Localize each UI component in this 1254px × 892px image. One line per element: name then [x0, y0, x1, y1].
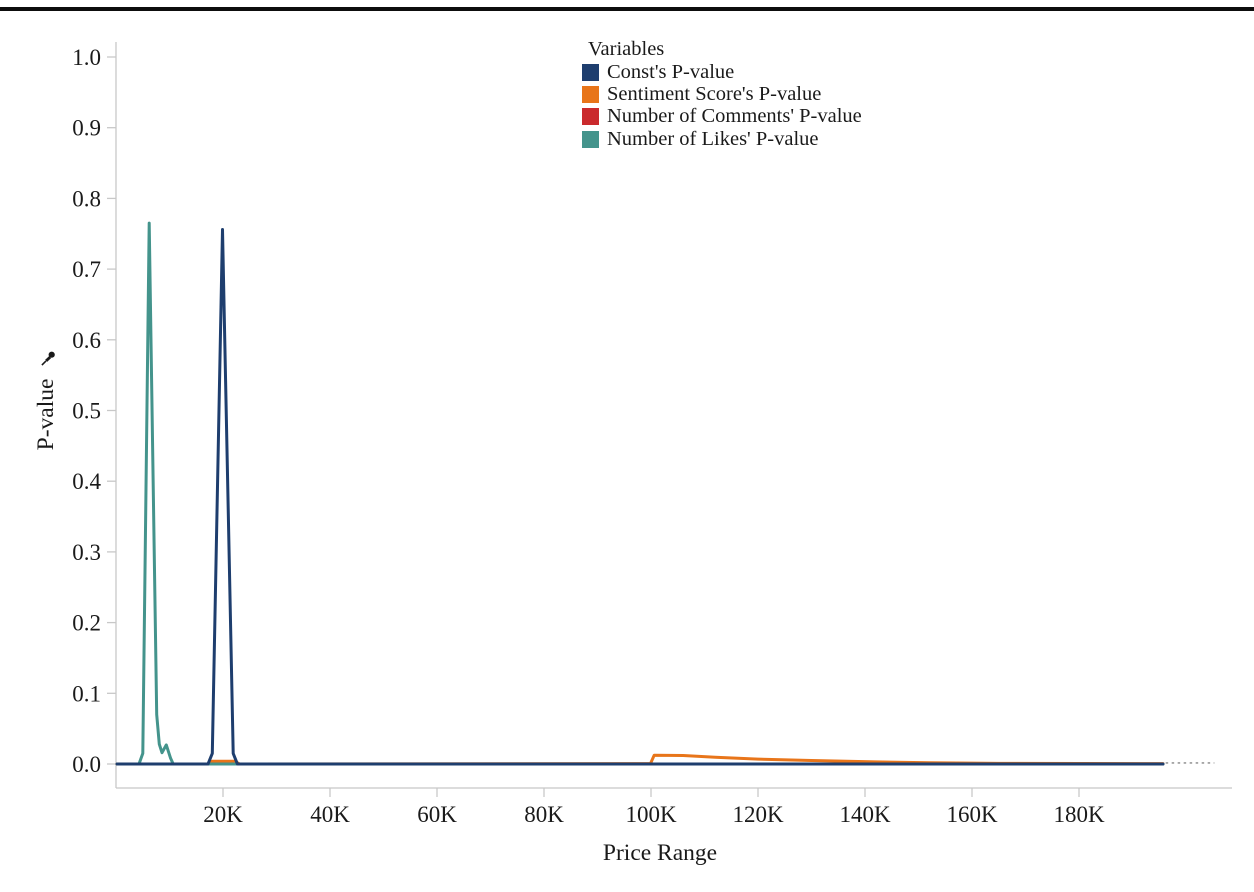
legend-label: Number of Likes' P-value [607, 127, 819, 150]
x-tick-label: 120K [732, 802, 784, 827]
x-axis-title: Price Range [602, 840, 718, 866]
y-tick-label: 0.5 [72, 399, 101, 424]
y-tick-label: 1.0 [72, 45, 101, 70]
y-tick-label: 0.7 [72, 257, 101, 282]
x-tick-label: 140K [839, 802, 891, 827]
legend-label: Number of Comments' P-value [607, 105, 862, 128]
x-tick-label: 40K [310, 802, 350, 827]
y-tick-label: 0.6 [72, 328, 101, 353]
series-line-0 [115, 228, 1165, 766]
y-axis-title: P-value [33, 320, 63, 482]
legend-item: Number of Comments' P-value [582, 105, 862, 128]
x-tick-label: 80K [524, 802, 564, 827]
y-tick-label: 0.0 [72, 752, 101, 777]
y-tick-label: 0.2 [72, 611, 101, 636]
legend-swatch [582, 86, 599, 104]
y-tick-label: 0.9 [72, 116, 101, 141]
y-axis-title-text: P-value [33, 378, 59, 451]
x-tick-label: 180K [1053, 802, 1105, 827]
legend-items: Const's P-value Sentiment Score's P-value… [582, 61, 862, 151]
legend-swatch [582, 63, 599, 81]
legend-item: Sentiment Score's P-value [582, 83, 862, 105]
y-tick-label: 0.1 [72, 681, 101, 706]
y-tick-label: 0.3 [72, 540, 101, 565]
x-tick-label: 20K [203, 802, 243, 827]
legend-label: Const's P-value [607, 60, 735, 83]
chart-legend: Variables Const's P-value Sentiment Score… [582, 37, 862, 151]
legend-swatch [582, 130, 599, 148]
legend-item: Number of Likes' P-value [582, 128, 862, 150]
legend-label: Sentiment Score's P-value [607, 83, 822, 106]
x-tick-label: 60K [417, 802, 457, 827]
legend-item: Const's P-value [582, 61, 862, 83]
x-tick-label: 160K [946, 802, 998, 827]
x-tick-label: 100K [625, 802, 677, 827]
page-top-rule [0, 7, 1254, 11]
legend-title: Variables [588, 38, 665, 60]
legend-swatch [582, 108, 599, 126]
y-tick-label: 0.4 [72, 469, 101, 494]
series-line-3 [115, 221, 1165, 766]
pushpin-icon [41, 346, 57, 373]
y-tick-label: 0.8 [72, 186, 101, 211]
